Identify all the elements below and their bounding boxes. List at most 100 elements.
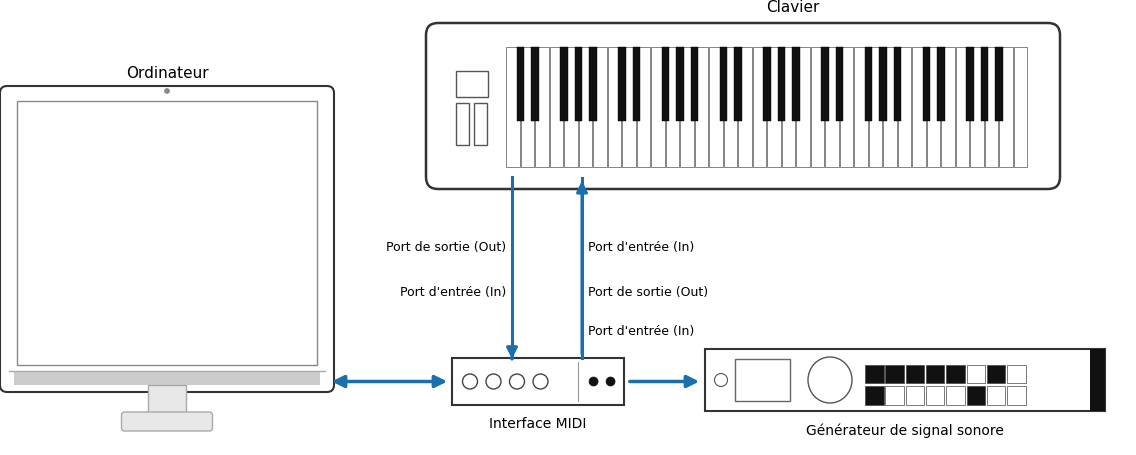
Bar bbox=[967, 386, 985, 404]
Text: Port d'entrée (In): Port d'entrée (In) bbox=[400, 286, 506, 299]
Bar bbox=[941, 47, 955, 167]
Bar bbox=[535, 47, 549, 167]
Bar bbox=[946, 365, 964, 383]
Bar bbox=[894, 47, 902, 121]
Bar bbox=[912, 47, 926, 167]
Bar bbox=[520, 47, 534, 167]
Bar bbox=[661, 47, 669, 121]
FancyBboxPatch shape bbox=[122, 412, 212, 431]
Bar bbox=[694, 47, 709, 167]
Bar bbox=[1008, 386, 1026, 404]
Circle shape bbox=[165, 89, 169, 93]
Bar bbox=[937, 47, 945, 121]
Circle shape bbox=[607, 377, 615, 386]
Bar bbox=[854, 47, 868, 167]
Text: Interface MIDI: Interface MIDI bbox=[490, 417, 586, 431]
Bar bbox=[651, 47, 665, 167]
Bar bbox=[676, 47, 684, 121]
Bar bbox=[796, 47, 810, 167]
Circle shape bbox=[715, 374, 727, 386]
Circle shape bbox=[533, 374, 548, 389]
Bar bbox=[987, 386, 1005, 404]
Text: Ordinateur: Ordinateur bbox=[126, 66, 208, 81]
Bar bbox=[735, 359, 790, 401]
Bar bbox=[560, 47, 568, 121]
Text: Clavier: Clavier bbox=[767, 0, 820, 15]
Bar bbox=[966, 47, 974, 121]
Bar bbox=[17, 101, 317, 365]
Bar bbox=[840, 47, 853, 167]
Bar bbox=[719, 47, 727, 121]
Bar bbox=[506, 47, 520, 167]
Bar bbox=[970, 47, 984, 167]
Bar bbox=[980, 47, 988, 121]
Bar bbox=[985, 47, 999, 167]
Bar bbox=[926, 386, 944, 404]
Bar bbox=[946, 386, 964, 404]
Bar bbox=[680, 47, 694, 167]
Bar bbox=[588, 47, 598, 121]
Bar bbox=[810, 47, 825, 167]
Ellipse shape bbox=[808, 357, 852, 403]
Bar bbox=[636, 47, 651, 167]
Circle shape bbox=[486, 374, 501, 389]
Bar bbox=[633, 47, 641, 121]
Bar bbox=[995, 47, 1003, 121]
Bar bbox=[905, 386, 924, 404]
Bar bbox=[864, 47, 872, 121]
Bar bbox=[821, 47, 829, 121]
Bar bbox=[967, 365, 985, 383]
Bar bbox=[885, 386, 904, 404]
Bar bbox=[593, 47, 607, 167]
Bar bbox=[14, 371, 320, 385]
Circle shape bbox=[510, 374, 525, 389]
Bar bbox=[905, 365, 924, 383]
Circle shape bbox=[462, 374, 477, 389]
Bar bbox=[987, 365, 1005, 383]
FancyBboxPatch shape bbox=[426, 23, 1060, 189]
Text: Port de sortie (Out): Port de sortie (Out) bbox=[386, 241, 506, 254]
Bar bbox=[563, 47, 578, 167]
Bar bbox=[452, 358, 624, 405]
Bar bbox=[1089, 349, 1105, 411]
Bar bbox=[767, 47, 780, 167]
Bar bbox=[792, 47, 800, 121]
Bar bbox=[531, 47, 538, 121]
Text: Port d'entrée (In): Port d'entrée (In) bbox=[588, 241, 694, 254]
Bar bbox=[705, 349, 1105, 411]
Bar bbox=[734, 47, 742, 121]
Bar bbox=[608, 47, 621, 167]
Bar bbox=[926, 365, 944, 383]
Bar bbox=[999, 47, 1013, 167]
Bar bbox=[885, 365, 904, 383]
Bar bbox=[869, 47, 883, 167]
Bar bbox=[618, 47, 626, 121]
Bar bbox=[148, 385, 186, 415]
Bar bbox=[752, 47, 767, 167]
FancyBboxPatch shape bbox=[0, 86, 334, 392]
Bar bbox=[864, 386, 884, 404]
Bar bbox=[691, 47, 699, 121]
Bar bbox=[922, 47, 930, 121]
Bar bbox=[763, 47, 771, 121]
Bar bbox=[474, 103, 487, 145]
Bar bbox=[724, 47, 737, 167]
Bar bbox=[575, 47, 583, 121]
Text: Port de sortie (Out): Port de sortie (Out) bbox=[588, 286, 708, 299]
Bar bbox=[456, 103, 469, 145]
Bar bbox=[1008, 365, 1026, 383]
Bar bbox=[782, 47, 795, 167]
Circle shape bbox=[590, 377, 598, 386]
Bar bbox=[623, 47, 636, 167]
Text: Port d'entrée (In): Port d'entrée (In) bbox=[588, 325, 694, 338]
Bar bbox=[1013, 47, 1027, 167]
Bar bbox=[825, 47, 838, 167]
Bar bbox=[517, 47, 525, 121]
Bar bbox=[709, 47, 722, 167]
Bar bbox=[883, 47, 897, 167]
Bar bbox=[550, 47, 563, 167]
Text: Générateur de signal sonore: Générateur de signal sonore bbox=[807, 423, 1004, 438]
Bar bbox=[927, 47, 941, 167]
Bar bbox=[897, 47, 911, 167]
Bar bbox=[835, 47, 844, 121]
